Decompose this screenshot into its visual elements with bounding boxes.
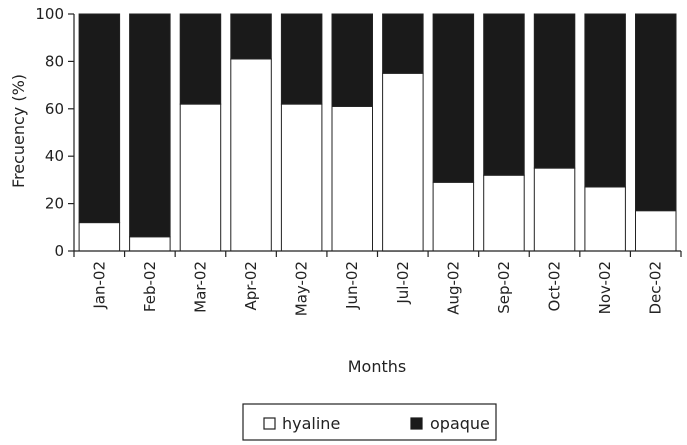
legend-swatch-hyaline [263,417,276,430]
y-tick-label: 100 [35,5,64,23]
bar-opaque-mar-02 [179,13,222,105]
bar-hyaline-jan-02 [78,222,121,252]
legend-frame [242,403,497,441]
bar-hyaline-jun-02 [331,105,373,252]
bar-opaque-jun-02 [331,13,373,107]
legend: hyaline opaque [242,403,497,441]
bar-opaque-jan-02 [78,13,121,224]
bar-opaque-sep-02 [483,13,525,176]
y-tick-label: 20 [45,195,64,213]
x-tick-label: Feb-02 [141,261,159,312]
bar-hyaline-apr-02 [230,58,272,252]
x-tick-label: Nov-02 [596,261,614,314]
bar-hyaline-nov-02 [584,186,626,252]
x-tick-label: Sep-02 [495,261,513,314]
x-ticks: Jan-02 Feb-02 Mar-02 Apr-02 May-02 Jun-02 Jul-… [73,251,682,316]
y-tick-label: 80 [45,52,64,70]
bar-hyaline-sep-02 [483,174,525,252]
bar-hyaline-jul-02 [382,72,424,252]
x-tick-label: Apr-02 [242,261,260,311]
bar-hyaline-mar-02 [179,103,222,252]
bar-hyaline-may-02 [280,103,323,252]
x-tick-label: Jul-02 [394,261,412,305]
bar-hyaline-dec-02 [635,210,677,252]
x-tick-label: Aug-02 [444,261,462,315]
x-tick-label: Oct-02 [546,261,564,311]
x-tick-label: Jan-02 [90,261,108,310]
bar-hyaline-aug-02 [432,181,475,252]
bar-opaque-oct-02 [533,13,576,169]
legend-label-hyaline: hyaline [282,414,340,433]
bar-opaque-apr-02 [230,13,272,60]
x-tick-label: Jun-02 [343,261,361,310]
y-ticks: 0 20 40 60 80 100 [35,5,74,260]
x-tick-label: Dec-02 [647,261,665,315]
bar-opaque-jul-02 [382,13,424,74]
x-axis-title: Months [348,357,406,376]
bar-opaque-feb-02 [129,13,171,238]
y-tick-label: 60 [45,100,64,118]
axes: 0 20 40 60 80 100 Jan-02 Feb-02 Mar-02 Apr-02 May… [35,5,682,316]
y-tick-label: 40 [45,147,64,165]
bar-group [78,13,677,252]
bar-opaque-may-02 [280,13,323,105]
bar-hyaline-feb-02 [129,236,171,252]
x-tick-label: May-02 [293,261,311,316]
y-axis-title: Frecuency (%) [9,74,28,188]
bar-hyaline-oct-02 [533,167,576,252]
y-tick-label: 0 [54,242,64,260]
bar-opaque-dec-02 [635,13,677,212]
bar-opaque-nov-02 [584,13,626,188]
legend-label-opaque: opaque [430,414,490,433]
bar-opaque-aug-02 [432,13,475,183]
x-tick-label: Mar-02 [191,261,209,313]
legend-swatch-opaque [410,417,423,430]
